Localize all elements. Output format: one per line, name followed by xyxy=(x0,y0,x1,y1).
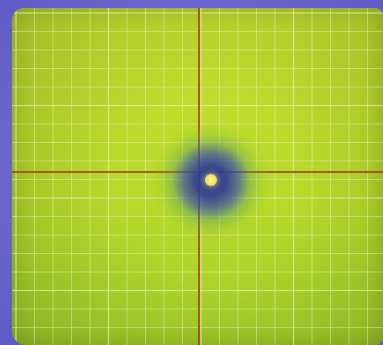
dark-spot xyxy=(151,121,271,241)
grid-overlay xyxy=(12,8,383,345)
grid-lines xyxy=(12,8,383,345)
crosshair xyxy=(12,8,383,345)
display-screen xyxy=(12,8,383,345)
target-dot-icon xyxy=(205,174,217,186)
